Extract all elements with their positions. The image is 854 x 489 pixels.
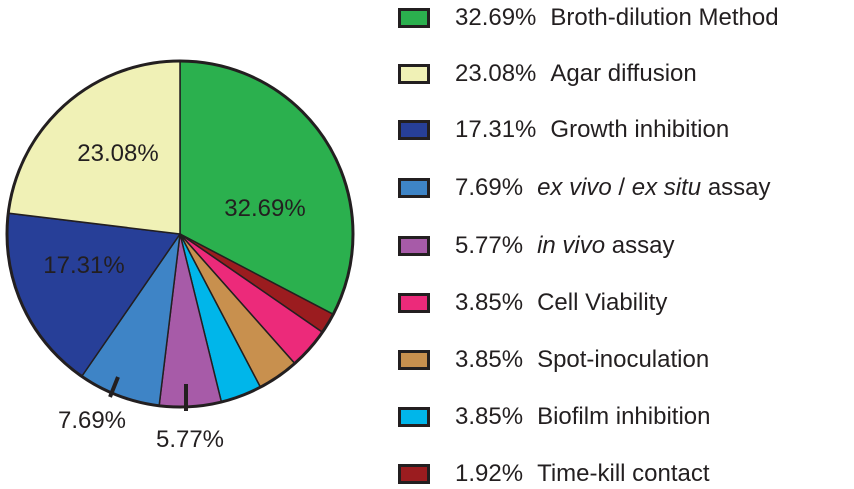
legend-swatch bbox=[398, 293, 430, 313]
pie-slice-labels: 32.69% 5.77% 7.69% 17.31% 23.08% bbox=[43, 140, 305, 453]
legend-swatch bbox=[398, 464, 430, 484]
slice-value-label: 7.69% bbox=[58, 407, 126, 434]
legend-label-italic: in vivo bbox=[537, 232, 606, 259]
legend-percent: 7.69% bbox=[455, 174, 524, 201]
legend-label: Growth inhibition bbox=[550, 116, 730, 143]
legend-swatch bbox=[398, 178, 430, 198]
legend-item-spot-inoculation: 3.85% Spot-inoculation bbox=[398, 345, 709, 375]
legend-swatch bbox=[398, 8, 430, 28]
legend-item-in-vivo: 5.77% in vivo assay bbox=[398, 231, 674, 261]
legend-item-time-kill: 1.92% Time-kill contact bbox=[398, 459, 710, 489]
legend-percent: 3.85% bbox=[455, 289, 524, 316]
legend-percent: 5.77% bbox=[455, 232, 524, 259]
slice-value-label: 23.08% bbox=[77, 140, 158, 167]
legend-percent: 23.08% bbox=[455, 60, 537, 87]
legend-swatch bbox=[398, 407, 430, 427]
legend-percent: 1.92% bbox=[455, 460, 524, 487]
legend-label: Broth-dilution Method bbox=[550, 4, 779, 31]
legend-label: Biofilm inhibition bbox=[537, 403, 711, 430]
legend-swatch bbox=[398, 64, 430, 84]
pie-outline bbox=[5, 59, 355, 409]
legend-percent: 3.85% bbox=[455, 403, 524, 430]
legend-item-growth-inhibition: 17.31% Growth inhibition bbox=[398, 115, 729, 145]
legend-item-cell-viability: 3.85% Cell Viability bbox=[398, 288, 667, 318]
legend-label: Spot-inoculation bbox=[537, 346, 710, 373]
legend-swatch bbox=[398, 350, 430, 370]
leader-line-7-69 bbox=[108, 376, 120, 398]
slice-value-label: 32.69% bbox=[224, 195, 305, 222]
legend-swatch bbox=[398, 236, 430, 256]
slice-value-label: 17.31% bbox=[43, 252, 124, 279]
legend-item-agar-diffusion: 23.08% Agar diffusion bbox=[398, 59, 697, 89]
legend-label-italic: ex vivo bbox=[537, 174, 612, 201]
legend-label: Cell Viability bbox=[537, 289, 668, 316]
legend-label-italic: ex situ bbox=[631, 174, 702, 201]
legend-swatch bbox=[398, 120, 430, 140]
legend-label: ex vivo / ex situ assay bbox=[537, 174, 771, 201]
legend-percent: 3.85% bbox=[455, 346, 524, 373]
legend-label: Agar diffusion bbox=[550, 60, 697, 87]
legend-label: Time-kill contact bbox=[537, 460, 710, 487]
legend-percent: 32.69% bbox=[455, 4, 537, 31]
legend-item-biofilm-inhibition: 3.85% Biofilm inhibition bbox=[398, 402, 710, 432]
slice-value-label: 5.77% bbox=[156, 426, 224, 453]
legend: 32.69% Broth-dilution Method 23.08% Agar… bbox=[398, 0, 854, 487]
pie-chart: 32.69% 5.77% 7.69% 17.31% 23.08% bbox=[5, 59, 355, 453]
legend-item-broth-dilution: 32.69% Broth-dilution Method bbox=[398, 3, 779, 33]
legend-percent: 17.31% bbox=[455, 116, 537, 143]
legend-label: in vivo assay bbox=[537, 232, 675, 259]
legend-item-ex-vivo: 7.69% ex vivo / ex situ assay bbox=[398, 173, 771, 203]
pie-slices bbox=[5, 59, 355, 409]
